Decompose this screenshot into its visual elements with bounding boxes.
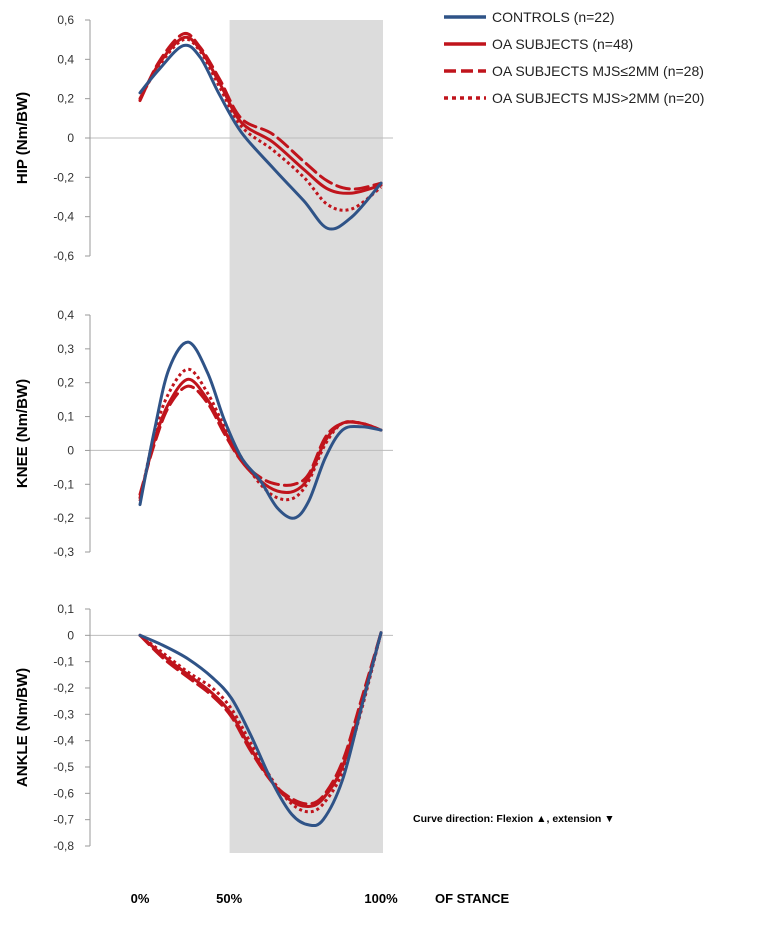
y-tick-label: 0,2 xyxy=(57,376,74,390)
legend-label: OA SUBJECTS MJS≤2MM (n=28) xyxy=(492,63,704,79)
y-tick-label: 0,2 xyxy=(57,92,74,106)
series-line xyxy=(138,340,383,520)
y-tick-label: -0,8 xyxy=(53,839,74,853)
y-tick-label: -0,1 xyxy=(53,477,74,491)
legend-item: OA SUBJECTS MJS>2MM (n=20) xyxy=(444,90,704,106)
x-axis-label: OF STANCE xyxy=(435,891,509,906)
y-tick-label: 0,1 xyxy=(57,410,74,424)
series-line xyxy=(138,631,383,828)
y-tick-label: -0,2 xyxy=(53,511,74,525)
y-tick-label: -0,5 xyxy=(53,760,74,774)
legend-label: OA SUBJECTS (n=48) xyxy=(492,36,633,52)
legend-label: CONTROLS (n=22) xyxy=(492,9,615,25)
y-tick-label: -0,4 xyxy=(53,734,74,748)
x-tick-label: 0% xyxy=(131,891,150,906)
legend-item: OA SUBJECTS MJS≤2MM (n=28) xyxy=(444,63,704,79)
x-tick-label: 100% xyxy=(364,891,398,906)
y-tick-label: -0,2 xyxy=(53,170,74,184)
y-tick-label: -0,7 xyxy=(53,813,74,827)
y-tick-label: -0,6 xyxy=(53,786,74,800)
panel-3: -0,8 -0,7 -0,6 -0,5 -0,4 -0,3 -0,2 -0,1 0 0,1 ANKL… xyxy=(14,602,393,853)
y-axis-label: KNEE (Nm/BW) xyxy=(14,379,31,488)
series-line xyxy=(138,384,383,496)
y-tick-label: 0,4 xyxy=(57,52,74,66)
y-tick-label: 0 xyxy=(67,628,74,642)
y-tick-label: 0,1 xyxy=(57,602,74,616)
x-tick-label: 50% xyxy=(216,891,242,906)
y-tick-label: 0,4 xyxy=(57,308,74,322)
y-tick-label: 0 xyxy=(67,443,74,457)
y-tick-label: -0,2 xyxy=(53,681,74,695)
series-line xyxy=(138,43,383,231)
y-tick-label: 0,3 xyxy=(57,342,74,356)
y-tick-label: -0,3 xyxy=(53,545,74,559)
series-line xyxy=(138,37,382,212)
y-axis-label: HIP (Nm/BW) xyxy=(14,92,31,184)
y-tick-label: -0,3 xyxy=(53,707,74,721)
y-tick-label: 0,6 xyxy=(57,13,74,27)
y-tick-label: 0 xyxy=(67,131,74,145)
y-tick-label: -0,6 xyxy=(53,249,74,263)
legend-item: CONTROLS (n=22) xyxy=(444,9,615,25)
panel-2: -0,3 -0,2 -0,1 0 0,1 0,2 0,3 0,4 KNEE (Nm/BW) xyxy=(14,308,393,559)
series-line xyxy=(138,367,382,502)
legend-label: OA SUBJECTS MJS>2MM (n=20) xyxy=(492,90,704,106)
curve-direction-note: Curve direction: Flexion ▲, extension ▼ xyxy=(413,813,615,825)
y-tick-label: -0,4 xyxy=(53,210,74,224)
y-axis-label: ANKLE (Nm/BW) xyxy=(14,668,31,787)
legend-item: OA SUBJECTS (n=48) xyxy=(444,36,633,52)
panel-1: -0,6 -0,4 -0,2 0 0,2 0,4 0,6 HIP (Nm/BW) xyxy=(14,13,393,263)
y-tick-label: -0,1 xyxy=(53,655,74,669)
